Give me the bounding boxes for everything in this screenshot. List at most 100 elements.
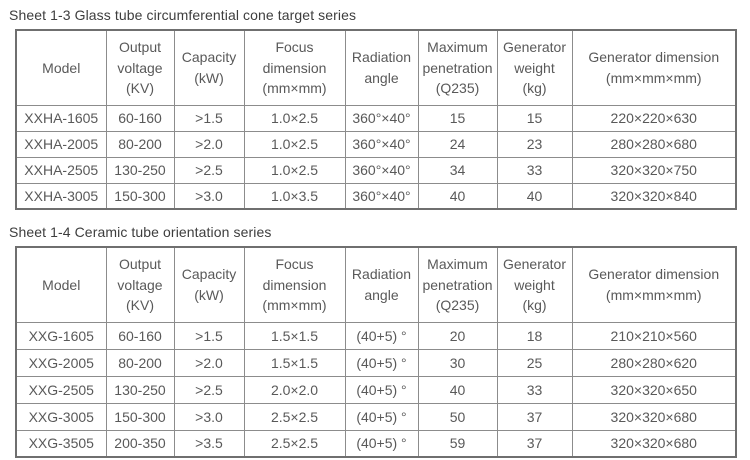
table-cell: 59: [417, 429, 498, 458]
table-cell: >2.5: [173, 156, 245, 184]
col-header-capacity: Capacity (kW): [173, 246, 245, 323]
col-header-output-voltage: Output voltage (KV): [105, 29, 175, 106]
table-cell: XXG-3505: [15, 429, 107, 458]
glass-tube-spec-table: Model Output voltage (KV) Capacity (kW) …: [15, 29, 737, 210]
table-cell: (40+5) °: [344, 348, 419, 377]
table-row: XXG-3505 200-350 >3.5 2.5×2.5 (40+5) ° 59 37 32…: [15, 429, 737, 458]
table-cell: XXHA-2505: [15, 156, 107, 184]
ceramic-tube-section: Sheet 1-4 Ceramic tube orientation serie…: [8, 224, 742, 458]
table-cell: 80-200: [105, 348, 175, 377]
table-cell: 24: [417, 130, 498, 158]
table-cell: >3.5: [173, 429, 245, 458]
table-cell: 320×320×650: [571, 375, 737, 404]
table-cell: XXHA-3005: [15, 182, 107, 210]
table-cell: (40+5) °: [344, 429, 419, 458]
table-cell: >2.5: [173, 375, 245, 404]
table-cell: 210×210×560: [571, 321, 737, 350]
table-row: XXG-3005 150-300 >3.0 2.5×2.5 (40+5) ° 50 37 32…: [15, 402, 737, 431]
table-cell: 40: [417, 182, 498, 210]
table-cell: 1.5×1.5: [243, 348, 346, 377]
table-cell: >1.5: [173, 321, 245, 350]
table-cell: 360°×40°: [344, 182, 419, 210]
table-cell: 34: [417, 156, 498, 184]
table-row: XXHA-3005 150-300 >3.0 1.0×3.5 360°×40° 40 40 3…: [15, 182, 737, 210]
table-cell: XXG-2005: [15, 348, 107, 377]
col-header-generator-dimension: Generator dimension (mm×mm×mm): [571, 29, 737, 106]
table-cell: 25: [496, 348, 573, 377]
table-cell: 50: [417, 402, 498, 431]
sheet-1-3-title: Sheet 1-3 Glass tube circumferential con…: [9, 7, 357, 23]
table-cell: XXHA-1605: [15, 104, 107, 132]
glass-tube-section: Sheet 1-3 Glass tube circumferential con…: [8, 7, 742, 210]
table-cell: >2.0: [173, 130, 245, 158]
table-cell: (40+5) °: [344, 402, 419, 431]
col-header-generator-weight: Generator weight (kg): [496, 29, 573, 106]
table-cell: >1.5: [173, 104, 245, 132]
col-header-radiation-angle: Radiation angle: [344, 29, 419, 106]
table-cell: 15: [496, 104, 573, 132]
table-cell: 1.0×2.5: [243, 130, 346, 158]
table-cell: >3.0: [173, 402, 245, 431]
table-cell: XXG-3005: [15, 402, 107, 431]
col-header-radiation-angle: Radiation angle: [344, 246, 419, 323]
table-cell: 1.0×2.5: [243, 156, 346, 184]
table-cell: 23: [496, 130, 573, 158]
table-cell: 18: [496, 321, 573, 350]
table-cell: 320×320×840: [571, 182, 737, 210]
table-row: XXHA-2005 80-200 >2.0 1.0×2.5 360°×40° 24 23 28…: [15, 130, 737, 158]
col-header-capacity: Capacity (kW): [173, 29, 245, 106]
header-row: Model Output voltage (KV) Capacity (kW) …: [15, 29, 737, 106]
table-row: XXG-1605 60-160 >1.5 1.5×1.5 (40+5) ° 20 18 210…: [15, 321, 737, 350]
table-cell: 37: [496, 402, 573, 431]
table-cell: 33: [496, 375, 573, 404]
col-header-model: Model: [15, 29, 107, 106]
table-cell: 320×320×680: [571, 429, 737, 458]
table-cell: 360°×40°: [344, 130, 419, 158]
table-cell: 1.0×3.5: [243, 182, 346, 210]
table-cell: 280×280×620: [571, 348, 737, 377]
col-header-max-penetration: Maximum penetration (Q235): [417, 29, 498, 106]
table-row: XXHA-1605 60-160 >1.5 1.0×2.5 360°×40° 15 15 22…: [15, 104, 737, 132]
table-cell: 2.5×2.5: [243, 429, 346, 458]
table-cell: XXG-2505: [15, 375, 107, 404]
sheet-1-4-title: Sheet 1-4 Ceramic tube orientation serie…: [9, 224, 272, 240]
col-header-generator-dimension: Generator dimension (mm×mm×mm): [571, 246, 737, 323]
table-row: XXHA-2505 130-250 >2.5 1.0×2.5 360°×40° 34 33 3…: [15, 156, 737, 184]
table-cell: 360°×40°: [344, 156, 419, 184]
table-cell: 1.5×1.5: [243, 321, 346, 350]
table-cell: XXG-1605: [15, 321, 107, 350]
table-cell: 220×220×630: [571, 104, 737, 132]
table-cell: 1.0×2.5: [243, 104, 346, 132]
table-cell: (40+5) °: [344, 375, 419, 404]
table-row: XXG-2005 80-200 >2.0 1.5×1.5 (40+5) ° 30 25 280…: [15, 348, 737, 377]
table-cell: 130-250: [105, 375, 175, 404]
ceramic-tube-spec-table: Model Output voltage (KV) Capacity (kW) …: [15, 246, 737, 458]
col-header-model: Model: [15, 246, 107, 323]
table-cell: XXHA-2005: [15, 130, 107, 158]
table-cell: 80-200: [105, 130, 175, 158]
table-cell: 30: [417, 348, 498, 377]
table-cell: 280×280×680: [571, 130, 737, 158]
table-cell: 360°×40°: [344, 104, 419, 132]
table-cell: 15: [417, 104, 498, 132]
table-cell: 40: [496, 182, 573, 210]
table-cell: (40+5) °: [344, 321, 419, 350]
col-header-focus-dimension: Focus dimension (mm×mm): [243, 29, 346, 106]
table-cell: 2.0×2.0: [243, 375, 346, 404]
table-cell: 20: [417, 321, 498, 350]
table-cell: 150-300: [105, 182, 175, 210]
table-cell: 60-160: [105, 104, 175, 132]
table-cell: 60-160: [105, 321, 175, 350]
table-cell: 320×320×750: [571, 156, 737, 184]
col-header-output-voltage: Output voltage (KV): [105, 246, 175, 323]
table-cell: 37: [496, 429, 573, 458]
table-cell: 320×320×680: [571, 402, 737, 431]
table-cell: 33: [496, 156, 573, 184]
table-cell: >3.0: [173, 182, 245, 210]
col-header-max-penetration: Maximum penetration (Q235): [417, 246, 498, 323]
col-header-focus-dimension: Focus dimension (mm×mm): [243, 246, 346, 323]
table-cell: 130-250: [105, 156, 175, 184]
table-cell: 200-350: [105, 429, 175, 458]
col-header-generator-weight: Generator weight (kg): [496, 246, 573, 323]
